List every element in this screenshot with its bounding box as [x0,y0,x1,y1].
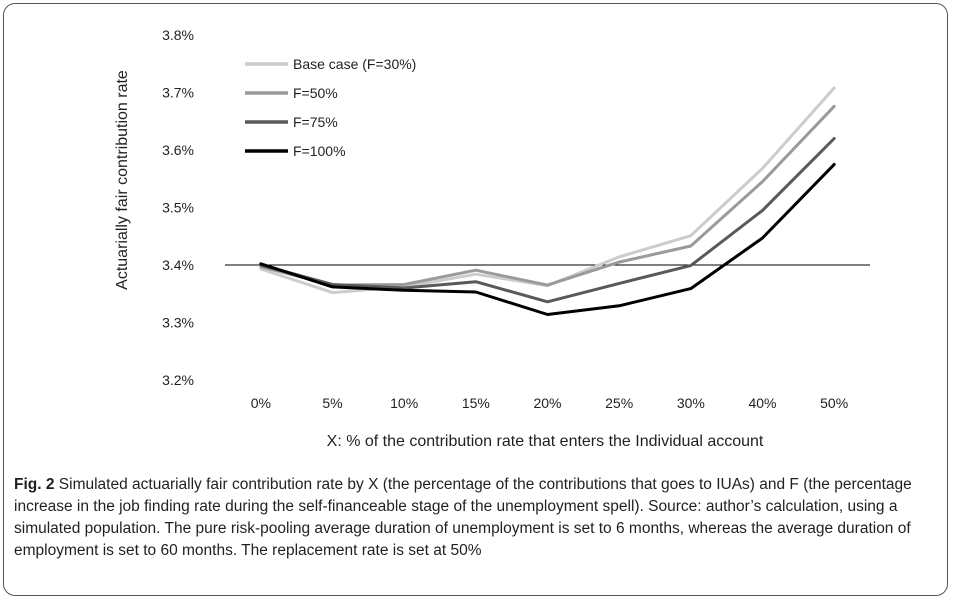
y-tick-label: 3.5% [162,200,194,216]
x-tick-label: 50% [820,395,848,411]
y-axis-ticks: 3.2% 3.3% 3.4% 3.5% 3.6% 3.7% 3.8% [162,27,194,388]
y-tick-label: 3.2% [162,372,194,388]
legend-label: F=100% [293,143,346,159]
caption-label: Fig. 2 [14,476,55,493]
y-tick-label: 3.4% [162,257,194,273]
caption-text: Simulated actuarially fair contribution … [14,476,912,559]
legend-label: Base case (F=30%) [293,56,416,72]
line-chart: 3.2% 3.3% 3.4% 3.5% 3.6% 3.7% 3.8% 0% 5% 10% 15% 2… [114,27,870,450]
y-axis-title: Actuarially fair contribution rate [114,70,131,290]
x-axis-title: X: % of the contribution rate that enter… [327,433,764,450]
legend-label: F=75% [293,114,338,130]
x-axis-ticks: 0% 5% 10% 15% 20% 25% 30% 40% 50% [251,395,848,411]
legend-label: F=50% [293,85,338,101]
series-line [259,137,836,304]
y-tick-label: 3.7% [162,85,194,101]
figure-caption: Fig. 2 Simulated actuarially fair contri… [14,474,939,562]
x-tick-label: 5% [322,395,342,411]
x-tick-label: 15% [462,395,490,411]
x-tick-label: 30% [677,395,705,411]
y-tick-label: 3.3% [162,315,194,331]
x-tick-label: 40% [748,395,776,411]
series-line [259,104,836,287]
x-tick-label: 25% [605,395,633,411]
series-line [259,162,836,316]
legend: Base case (F=30%) F=50% F=75% F=100% [245,56,416,159]
series-lines [259,86,836,316]
x-tick-label: 20% [533,395,561,411]
x-tick-label: 0% [251,395,271,411]
y-tick-label: 3.6% [162,142,194,158]
series-line [259,86,836,295]
x-tick-label: 10% [390,395,418,411]
y-tick-label: 3.8% [162,27,194,43]
figure-frame [3,3,948,596]
